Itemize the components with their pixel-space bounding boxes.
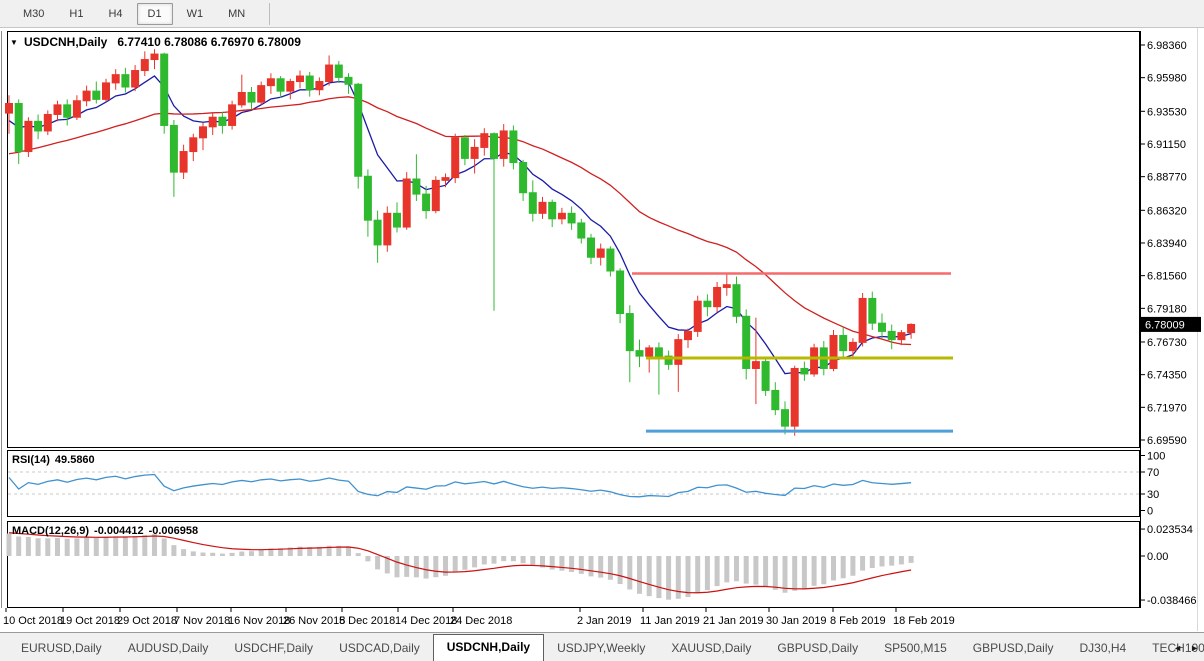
date-axis-label: 10 Oct 2018 (3, 615, 63, 627)
symbol-tab-tech100[interactable]: TECH100 (1152, 641, 1204, 655)
symbol-tab-sp500-m15[interactable]: SP500,M15 (884, 641, 947, 655)
ma-fast-line (8, 75, 912, 375)
rsi-name: RSI(14) (12, 454, 50, 466)
date-axis-label: 2 Jan 2019 (577, 615, 631, 627)
price-axis-label: 6.83940 (1147, 238, 1187, 250)
rsi-panel[interactable] (7, 450, 1140, 517)
macd-scale-label: -0.038466 (1147, 595, 1197, 607)
rsi-scale-label: 100 (1147, 451, 1165, 463)
timeframe-button-h4[interactable]: H4 (108, 7, 123, 20)
chart-ohlc-values: 6.77410 6.78086 6.76970 6.78009 (117, 35, 301, 49)
price-axis-label: 6.69590 (1147, 435, 1187, 447)
date-axis-label: 5 Dec 2018 (339, 615, 395, 627)
date-axis-label: 19 Oct 2018 (60, 615, 120, 627)
symbol-tab-usdcad-daily[interactable]: USDCAD,Daily (339, 641, 420, 655)
price-axis-label: 6.88770 (1147, 172, 1187, 184)
date-axis-label: 30 Jan 2019 (766, 615, 827, 627)
rsi-scale-label: 70 (1147, 467, 1159, 479)
date-axis-label: 11 Jan 2019 (640, 615, 700, 627)
date-axis-label: 7 Nov 2018 (174, 615, 230, 627)
symbol-tab-dj30-h4[interactable]: DJ30,H4 (1079, 641, 1127, 655)
date-axis-label: 14 Dec 2018 (395, 615, 457, 627)
chart-dropdown-icon[interactable]: ▼ (10, 38, 18, 47)
symbol-tab-audusd-daily[interactable]: AUDUSD,Daily (127, 641, 209, 655)
ma-slow-line (8, 96, 912, 346)
chart-symbol-label: USDCNH,Daily (24, 35, 108, 49)
tab-scroll-left-icon[interactable]: ◄ (1173, 643, 1183, 653)
rsi-indicator-label: RSI(14) 49.5860 (12, 454, 95, 466)
timeframe-toolbar: M30 H1 H4 D1 W1 MN (0, 0, 1204, 28)
symbol-tab-usdcnh-daily[interactable]: USDCNH,Daily (432, 634, 545, 661)
current-price-label: 6.78009 (1145, 319, 1185, 331)
macd-signal-line (8, 532, 912, 594)
timeframe-button-d1[interactable]: D1 (136, 2, 173, 25)
rsi-level-lines (8, 471, 1139, 495)
price-axis-label: 6.93530 (1147, 106, 1187, 118)
rsi-line (8, 473, 912, 498)
symbol-tab-usdchf-daily[interactable]: USDCHF,Daily (234, 641, 314, 655)
symbol-tab-xauusd-daily[interactable]: XAUUSD,Daily (671, 641, 752, 655)
date-axis-label: 16 Nov 2018 (228, 615, 290, 627)
symbol-tab-bar: EURUSD,Daily AUDUSD,Daily USDCHF,Daily USDC… (0, 632, 1204, 661)
date-axis-label: 18 Feb 2019 (893, 615, 955, 627)
timeframe-button-m30[interactable]: M30 (23, 7, 45, 20)
symbol-tab-gbpusd-daily[interactable]: GBPUSD,Daily (777, 641, 859, 655)
macd-histogram (6, 533, 914, 600)
current-price-badge (1141, 316, 1201, 332)
price-axis-label: 6.79180 (1147, 303, 1187, 315)
symbol-tab-usdjpy-weekly[interactable]: USDJPY,Weekly (557, 641, 646, 655)
date-axis-label: 29 Oct 2018 (117, 615, 177, 627)
date-axis-label: 8 Feb 2019 (830, 615, 886, 627)
macd-signal-value: -0.006958 (149, 525, 199, 537)
timeframe-button-h1[interactable]: H1 (69, 7, 84, 20)
price-axis-label: 6.98360 (1147, 40, 1187, 52)
macd-scale-label: 0.023534 (1147, 524, 1193, 536)
macd-indicator-label: MACD(12,26,9) -0.004412 -0.006958 (12, 525, 198, 537)
symbol-tab-gbpusd-daily[interactable]: GBPUSD,Daily (972, 641, 1054, 655)
chart-title: USDCNH,Daily 6.77410 6.78086 6.76970 6.78… (24, 35, 301, 49)
price-axis-label: 6.91150 (1147, 139, 1186, 151)
macd-main-value: -0.004412 (94, 525, 144, 537)
price-axis-label: 6.74350 (1147, 370, 1187, 382)
date-axis-label: 24 Dec 2018 (450, 615, 512, 627)
price-axis[interactable]: 6.98360 6.95980 6.93530 6.91150 6.88770 6.863… (1140, 31, 1202, 608)
tab-scroll-right-icon[interactable]: ► (1190, 643, 1199, 653)
toolbar-divider (269, 2, 271, 25)
price-axis-label: 6.71970 (1147, 402, 1187, 414)
symbol-tab-eurusd-daily[interactable]: EURUSD,Daily (21, 641, 102, 655)
rsi-value: 49.5860 (55, 454, 95, 466)
main-chart-panel[interactable] (7, 31, 1140, 448)
price-axis-label: 6.95980 (1147, 73, 1187, 85)
chart-canvas: 6.98360 6.95980 6.93530 6.91150 6.88770 6.863… (1, 28, 1202, 631)
timeframe-button-w1[interactable]: W1 (186, 7, 204, 20)
price-axis-label: 6.76730 (1147, 337, 1187, 349)
moving-averages (8, 75, 912, 375)
price-axis-label: 6.86320 (1147, 205, 1187, 217)
timeframe-button-mn[interactable]: MN (228, 7, 246, 20)
candlesticks (5, 49, 916, 436)
macd-name: MACD(12,26,9) (12, 525, 89, 537)
date-axis-label: 21 Jan 2019 (703, 615, 764, 627)
price-axis-label: 6.81560 (1147, 271, 1187, 283)
chart-area: 6.98360 6.95980 6.93530 6.91150 6.88770 6.863… (0, 28, 1204, 631)
rsi-scale-label: 0 (1147, 506, 1153, 518)
date-axis-label: 26 Nov 2018 (283, 615, 345, 627)
rsi-scale-label: 30 (1147, 489, 1159, 501)
macd-scale-label: 0.00 (1147, 551, 1168, 563)
